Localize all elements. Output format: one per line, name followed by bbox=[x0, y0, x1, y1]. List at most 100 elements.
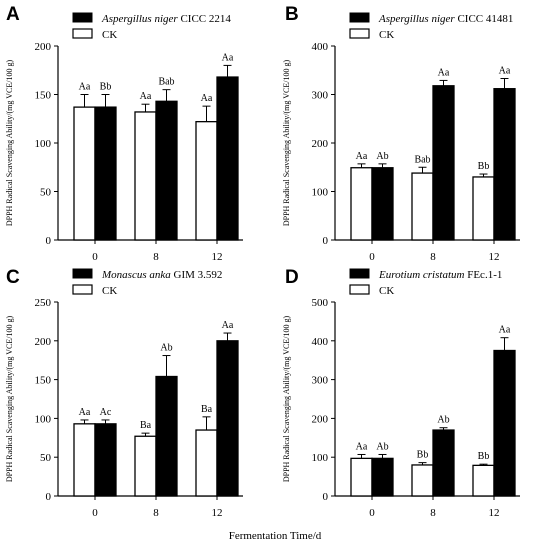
panel-letter: B bbox=[285, 4, 299, 25]
y-tick-label: 300 bbox=[312, 90, 329, 102]
bar-strain bbox=[155, 375, 178, 497]
y-tick-label: 50 bbox=[40, 187, 52, 199]
significance-label: Bb bbox=[417, 450, 429, 461]
bar-strain bbox=[432, 85, 455, 241]
x-axis-label: Fermentation Time/d bbox=[229, 530, 322, 542]
legend-swatch-strain bbox=[349, 268, 370, 279]
x-tick-label: 12 bbox=[212, 251, 223, 263]
x-tick-label: 0 bbox=[369, 507, 375, 519]
significance-label: Aa bbox=[79, 407, 91, 418]
legend-label-ck: CK bbox=[379, 29, 394, 41]
y-tick-label: 100 bbox=[35, 138, 52, 150]
x-tick-label: 12 bbox=[489, 507, 500, 519]
bar-ck bbox=[411, 464, 434, 497]
bar-ck bbox=[73, 106, 96, 241]
significance-label: Bab bbox=[414, 154, 430, 165]
legend-swatch-strain bbox=[72, 268, 93, 279]
bar-strain bbox=[432, 429, 455, 497]
y-tick-label: 0 bbox=[323, 235, 329, 247]
legend-strain-code: FEc.1-1 bbox=[464, 269, 502, 281]
significance-label: Aa bbox=[356, 151, 368, 162]
bar-strain bbox=[216, 340, 239, 497]
bar-ck bbox=[134, 435, 157, 497]
bar-ck bbox=[472, 464, 495, 497]
x-tick-label: 8 bbox=[153, 507, 159, 519]
significance-label: Ab bbox=[437, 415, 449, 426]
significance-label: Aa bbox=[79, 82, 91, 93]
bar-strain bbox=[155, 100, 178, 241]
y-axis-label: DPPH Radical Scavenging Ability/(mg VCE/… bbox=[5, 60, 14, 227]
x-tick-label: 0 bbox=[92, 507, 98, 519]
bar-ck bbox=[195, 429, 218, 497]
y-tick-label: 400 bbox=[312, 41, 329, 53]
significance-label: Aa bbox=[438, 67, 450, 78]
bar-ck bbox=[195, 121, 218, 241]
bar-strain bbox=[493, 88, 516, 241]
panel-a: A Aspergillus niger CICC 2214 CK 0 50 100 150 2… bbox=[5, 4, 243, 263]
y-axis-label: DPPH Radical Scavenging Ability/(mg VCE/… bbox=[282, 316, 291, 483]
x-tick-label: 12 bbox=[489, 251, 500, 263]
panel-c: C Monascus anka GIM 3.592 CK 0 50 100 150 200 25… bbox=[5, 267, 243, 519]
y-tick-label: 250 bbox=[35, 297, 52, 309]
panel-b: B Aspergillus niger CICC 41481 CK 0 100 200 30… bbox=[282, 4, 520, 263]
significance-label: Aa bbox=[499, 325, 511, 336]
significance-label: Ba bbox=[140, 420, 152, 431]
legend-swatch-strain bbox=[349, 12, 370, 23]
significance-label: Aa bbox=[222, 52, 234, 63]
significance-label: Aa bbox=[140, 91, 152, 102]
bar-ck bbox=[472, 176, 495, 241]
legend-label-ck: CK bbox=[102, 29, 117, 41]
legend-swatch-ck bbox=[72, 284, 93, 295]
y-tick-label: 100 bbox=[35, 413, 52, 425]
y-tick-label: 100 bbox=[312, 187, 329, 199]
y-tick-label: 200 bbox=[35, 41, 52, 53]
legend-strain-code: GIM 3.592 bbox=[171, 269, 223, 281]
legend-swatch-ck bbox=[349, 284, 370, 295]
y-tick-label: 400 bbox=[312, 336, 329, 348]
legend-swatch-ck bbox=[72, 28, 93, 39]
panel-letter: A bbox=[6, 4, 20, 25]
legend-label-strain: Monascus anka GIM 3.592 bbox=[101, 269, 222, 281]
significance-label: Bb bbox=[478, 451, 490, 462]
y-tick-label: 100 bbox=[312, 452, 329, 464]
legend-strain-name: Aspergillus niger bbox=[101, 13, 178, 25]
legend-swatch-ck bbox=[349, 28, 370, 39]
legend-label-ck: CK bbox=[102, 285, 117, 297]
legend-strain-code: CICC 2214 bbox=[178, 13, 232, 25]
y-tick-label: 150 bbox=[35, 90, 52, 102]
y-tick-label: 150 bbox=[35, 375, 52, 387]
legend-strain-name: Monascus anka bbox=[101, 269, 171, 281]
y-tick-label: 50 bbox=[40, 452, 52, 464]
significance-label: Bb bbox=[100, 82, 112, 93]
panel-letter: C bbox=[6, 267, 20, 288]
significance-label: Ab bbox=[376, 441, 388, 452]
bar-ck bbox=[134, 111, 157, 241]
bar-ck bbox=[411, 172, 434, 241]
x-tick-label: 8 bbox=[153, 251, 159, 263]
bar-strain bbox=[371, 457, 394, 497]
significance-label: Aa bbox=[499, 65, 511, 76]
x-tick-label: 8 bbox=[430, 507, 436, 519]
bar-strain bbox=[216, 76, 239, 241]
legend-strain-name: Aspergillus niger bbox=[378, 13, 455, 25]
y-tick-label: 200 bbox=[312, 138, 329, 150]
bar-ck bbox=[350, 457, 373, 497]
y-tick-label: 500 bbox=[312, 297, 329, 309]
y-tick-label: 200 bbox=[312, 413, 329, 425]
bar-strain bbox=[94, 423, 117, 497]
y-tick-label: 0 bbox=[46, 235, 52, 247]
legend-label-strain: Aspergillus niger CICC 41481 bbox=[378, 13, 513, 25]
x-tick-label: 8 bbox=[430, 251, 436, 263]
bar-ck bbox=[73, 423, 96, 497]
significance-label: Ac bbox=[100, 407, 112, 418]
y-axis-label: DPPH Radical Scavenging Ability/(mg VCE/… bbox=[282, 60, 291, 227]
panel-letter: D bbox=[285, 267, 299, 288]
significance-label: Aa bbox=[356, 441, 368, 452]
y-tick-label: 300 bbox=[312, 375, 329, 387]
panel-d: D Eurotium cristatum FEc.1-1 CK 0 100 200 300 4… bbox=[282, 267, 520, 519]
x-tick-label: 0 bbox=[369, 251, 375, 263]
significance-label: Aa bbox=[222, 320, 234, 331]
bar-strain bbox=[371, 167, 394, 241]
y-tick-label: 0 bbox=[46, 491, 52, 503]
